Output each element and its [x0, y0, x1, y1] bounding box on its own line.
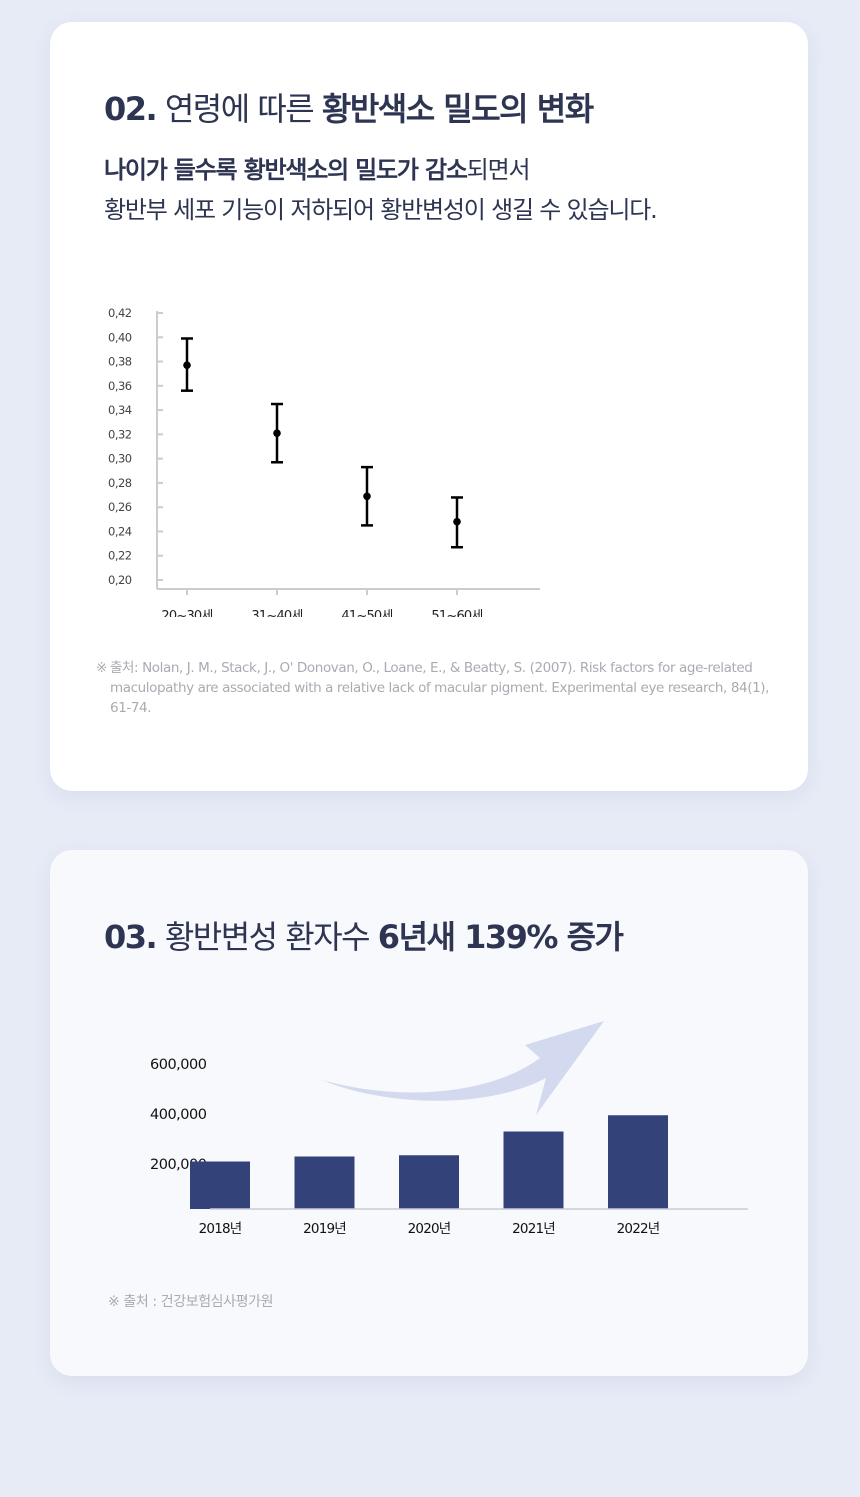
bar	[503, 1131, 564, 1209]
x-tick-label: 2020년	[408, 1221, 451, 1237]
y-tick-label: 0,20	[108, 573, 132, 587]
y-tick-label: 0,30	[108, 452, 132, 466]
section-number: 03.	[104, 918, 158, 956]
x-tick-label: 2022년	[617, 1221, 660, 1237]
y-tick-label: 0,34	[108, 403, 132, 417]
density-errorbar-chart: 0,20 0,22 0,24 0,26 0,28 0,30 0,32 0,34 0,36 0,38…	[108, 306, 540, 617]
y-tick-label: 0,36	[108, 379, 132, 393]
title-regular: 황반변성 환자수	[164, 918, 371, 956]
bar	[399, 1155, 459, 1209]
section-number: 02.	[104, 90, 158, 128]
source-citation: ※ 출처 : 건강보험심사평가원	[108, 1294, 274, 1310]
desc-bold: 나이가 들수록 황반색소의 밀도가 감소	[104, 156, 468, 184]
section-patient-count: 03. 황반변성 환자수 6년새 139% 증가 200,000 400,000 6…	[50, 850, 808, 1376]
source-citation: ※ 출처: Nolan, J. M., Stack, J., O' Donova…	[96, 658, 776, 718]
y-tick-label: 0,32	[108, 427, 132, 441]
source-text: 출처: Nolan, J. M., Stack, J., O' Donovan,…	[110, 660, 770, 716]
note-mark: ※	[96, 660, 107, 676]
data-point	[453, 517, 461, 526]
x-tick-label: 51~60세	[431, 609, 482, 617]
y-tick-label: 400,000	[150, 1107, 207, 1123]
y-tick-label: 0,24	[108, 524, 132, 538]
x-tick-label: 2021년	[512, 1221, 555, 1237]
bar	[190, 1161, 250, 1209]
y-tick-label: 0,22	[108, 549, 132, 563]
x-tick-label: 20~30세	[161, 609, 212, 617]
y-tick-label: 600,000	[150, 1057, 207, 1073]
bar	[608, 1115, 668, 1209]
desc-line2: 황반부 세포 기능이 저하되어 황반변성이 생길 수 있습니다.	[104, 196, 658, 224]
y-tick-label: 0,26	[108, 500, 132, 514]
data-point	[363, 492, 371, 501]
title-regular: 연령에 따른	[164, 90, 315, 128]
title-bold: 6년새 139% 증가	[377, 918, 624, 956]
section-title: 03. 황반변성 환자수 6년새 139% 증가	[104, 912, 624, 958]
section-title: 02. 연령에 따른 황반색소 밀도의 변화	[104, 84, 594, 130]
x-tick-label: 41~50세	[341, 609, 392, 617]
data-point	[273, 429, 281, 437]
x-tick-label: 2019년	[303, 1221, 346, 1237]
bar	[294, 1156, 355, 1209]
y-tick-label: 0,42	[108, 306, 132, 320]
section-macular-pigment-density: 02. 연령에 따른 황반색소 밀도의 변화 나이가 들수록 황반색소의 밀도가…	[50, 22, 808, 791]
trend-arrow-icon	[322, 1021, 604, 1115]
title-bold: 황반색소 밀도의 변화	[321, 90, 594, 128]
x-tick-label: 31~40세	[251, 609, 302, 617]
data-point	[183, 361, 191, 369]
y-tick-label: 0,40	[108, 330, 132, 344]
y-tick-label: 0,28	[108, 476, 132, 490]
x-tick-label: 2018년	[199, 1221, 242, 1237]
desc-regular: 되면서	[466, 156, 531, 184]
y-tick-label: 0,38	[108, 355, 132, 369]
